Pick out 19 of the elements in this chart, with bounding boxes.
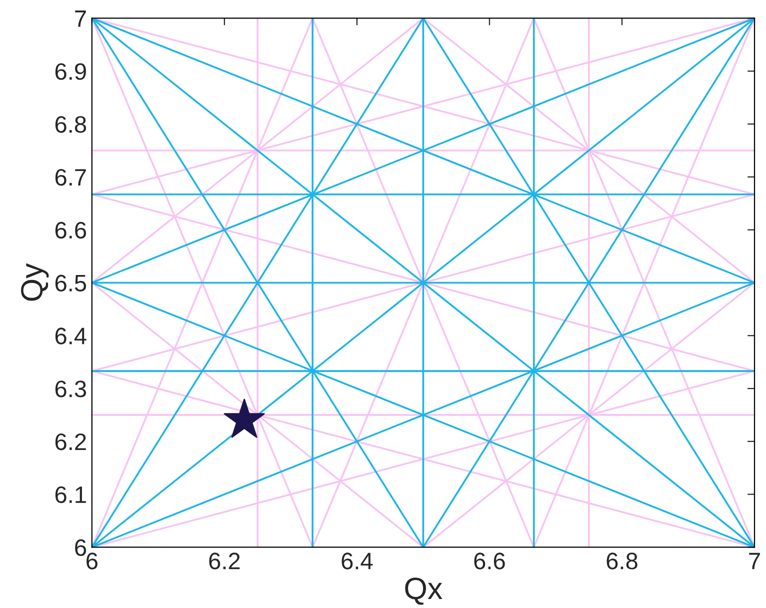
y-axis-title: Qy [21, 263, 49, 301]
x-tick-label: 6 [86, 552, 98, 570]
x-tick-label: 6.4 [342, 552, 373, 570]
y-tick-label: 6.5 [55, 274, 86, 292]
y-tick-label: 6.6 [55, 222, 86, 239]
x-axis-title: Qx [405, 578, 442, 605]
y-tick-label: 6.8 [55, 116, 86, 133]
y-tick-label: 6 [75, 539, 86, 556]
y-tick-label: 6.2 [55, 433, 86, 450]
y-tick-label: 7 [75, 10, 86, 27]
y-tick-label: 6.3 [55, 380, 86, 398]
x-tick-label: 7 [749, 552, 760, 570]
y-tick-label: 6.7 [55, 168, 86, 186]
x-tick-label: 6.8 [606, 552, 638, 570]
y-tick-label: 6.4 [55, 328, 86, 344]
y-tick-label: 6.1 [55, 486, 86, 504]
x-tick-label: 6.2 [209, 552, 240, 570]
y-tick-label: 6.9 [55, 63, 86, 80]
x-tick-label: 6.6 [474, 552, 505, 570]
